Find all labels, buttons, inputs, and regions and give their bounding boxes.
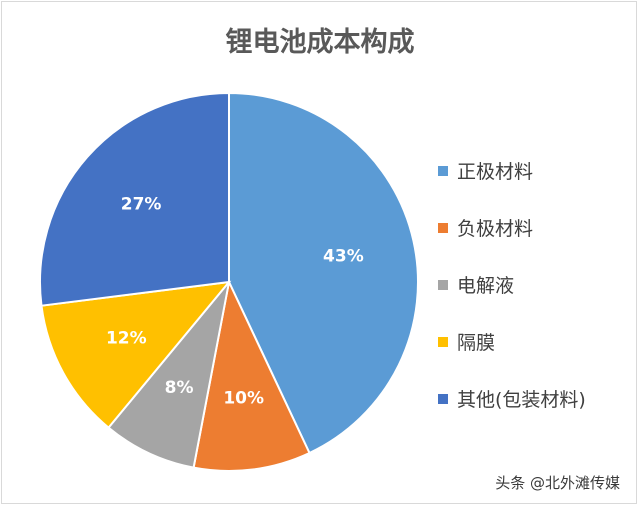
pie-slice-4 (40, 280, 232, 430)
data-label-4: 12% (106, 329, 147, 349)
legend-swatch (438, 336, 448, 347)
legend-swatch (438, 279, 448, 290)
legend-label: 其他(包装材料) (457, 389, 586, 411)
pie-slice-2 (192, 278, 311, 472)
data-label-3: 8% (165, 378, 194, 398)
legend-entry-1: 正极材料 (438, 142, 586, 199)
data-label-1: 43% (323, 246, 364, 266)
legend-swatch (438, 165, 448, 176)
legend-swatch (438, 393, 448, 404)
data-label-2: 10% (223, 388, 264, 408)
watermark: 头条 @北外滩传媒 (495, 474, 620, 492)
legend-entry-4: 隔膜 (438, 313, 586, 370)
legend-label: 正极材料 (457, 161, 534, 183)
chart-legend: 正极材料负极材料电解液隔膜其他(包装材料) (438, 142, 586, 427)
legend-entry-2: 负极材料 (438, 199, 586, 256)
chart-title: 锂电池成本构成 (225, 27, 415, 58)
legend-entry-5: 其他(包装材料) (438, 370, 586, 427)
legend-label: 隔膜 (457, 332, 496, 354)
legend-swatch (438, 222, 448, 233)
legend-label: 电解液 (457, 275, 515, 297)
data-label-5: 27% (121, 195, 162, 215)
pie-slice-3 (107, 281, 230, 469)
legend-label: 负极材料 (457, 218, 534, 240)
legend-entry-3: 电解液 (438, 256, 586, 313)
pie-slice-5 (39, 91, 230, 307)
pie-slice-1 (228, 91, 419, 455)
